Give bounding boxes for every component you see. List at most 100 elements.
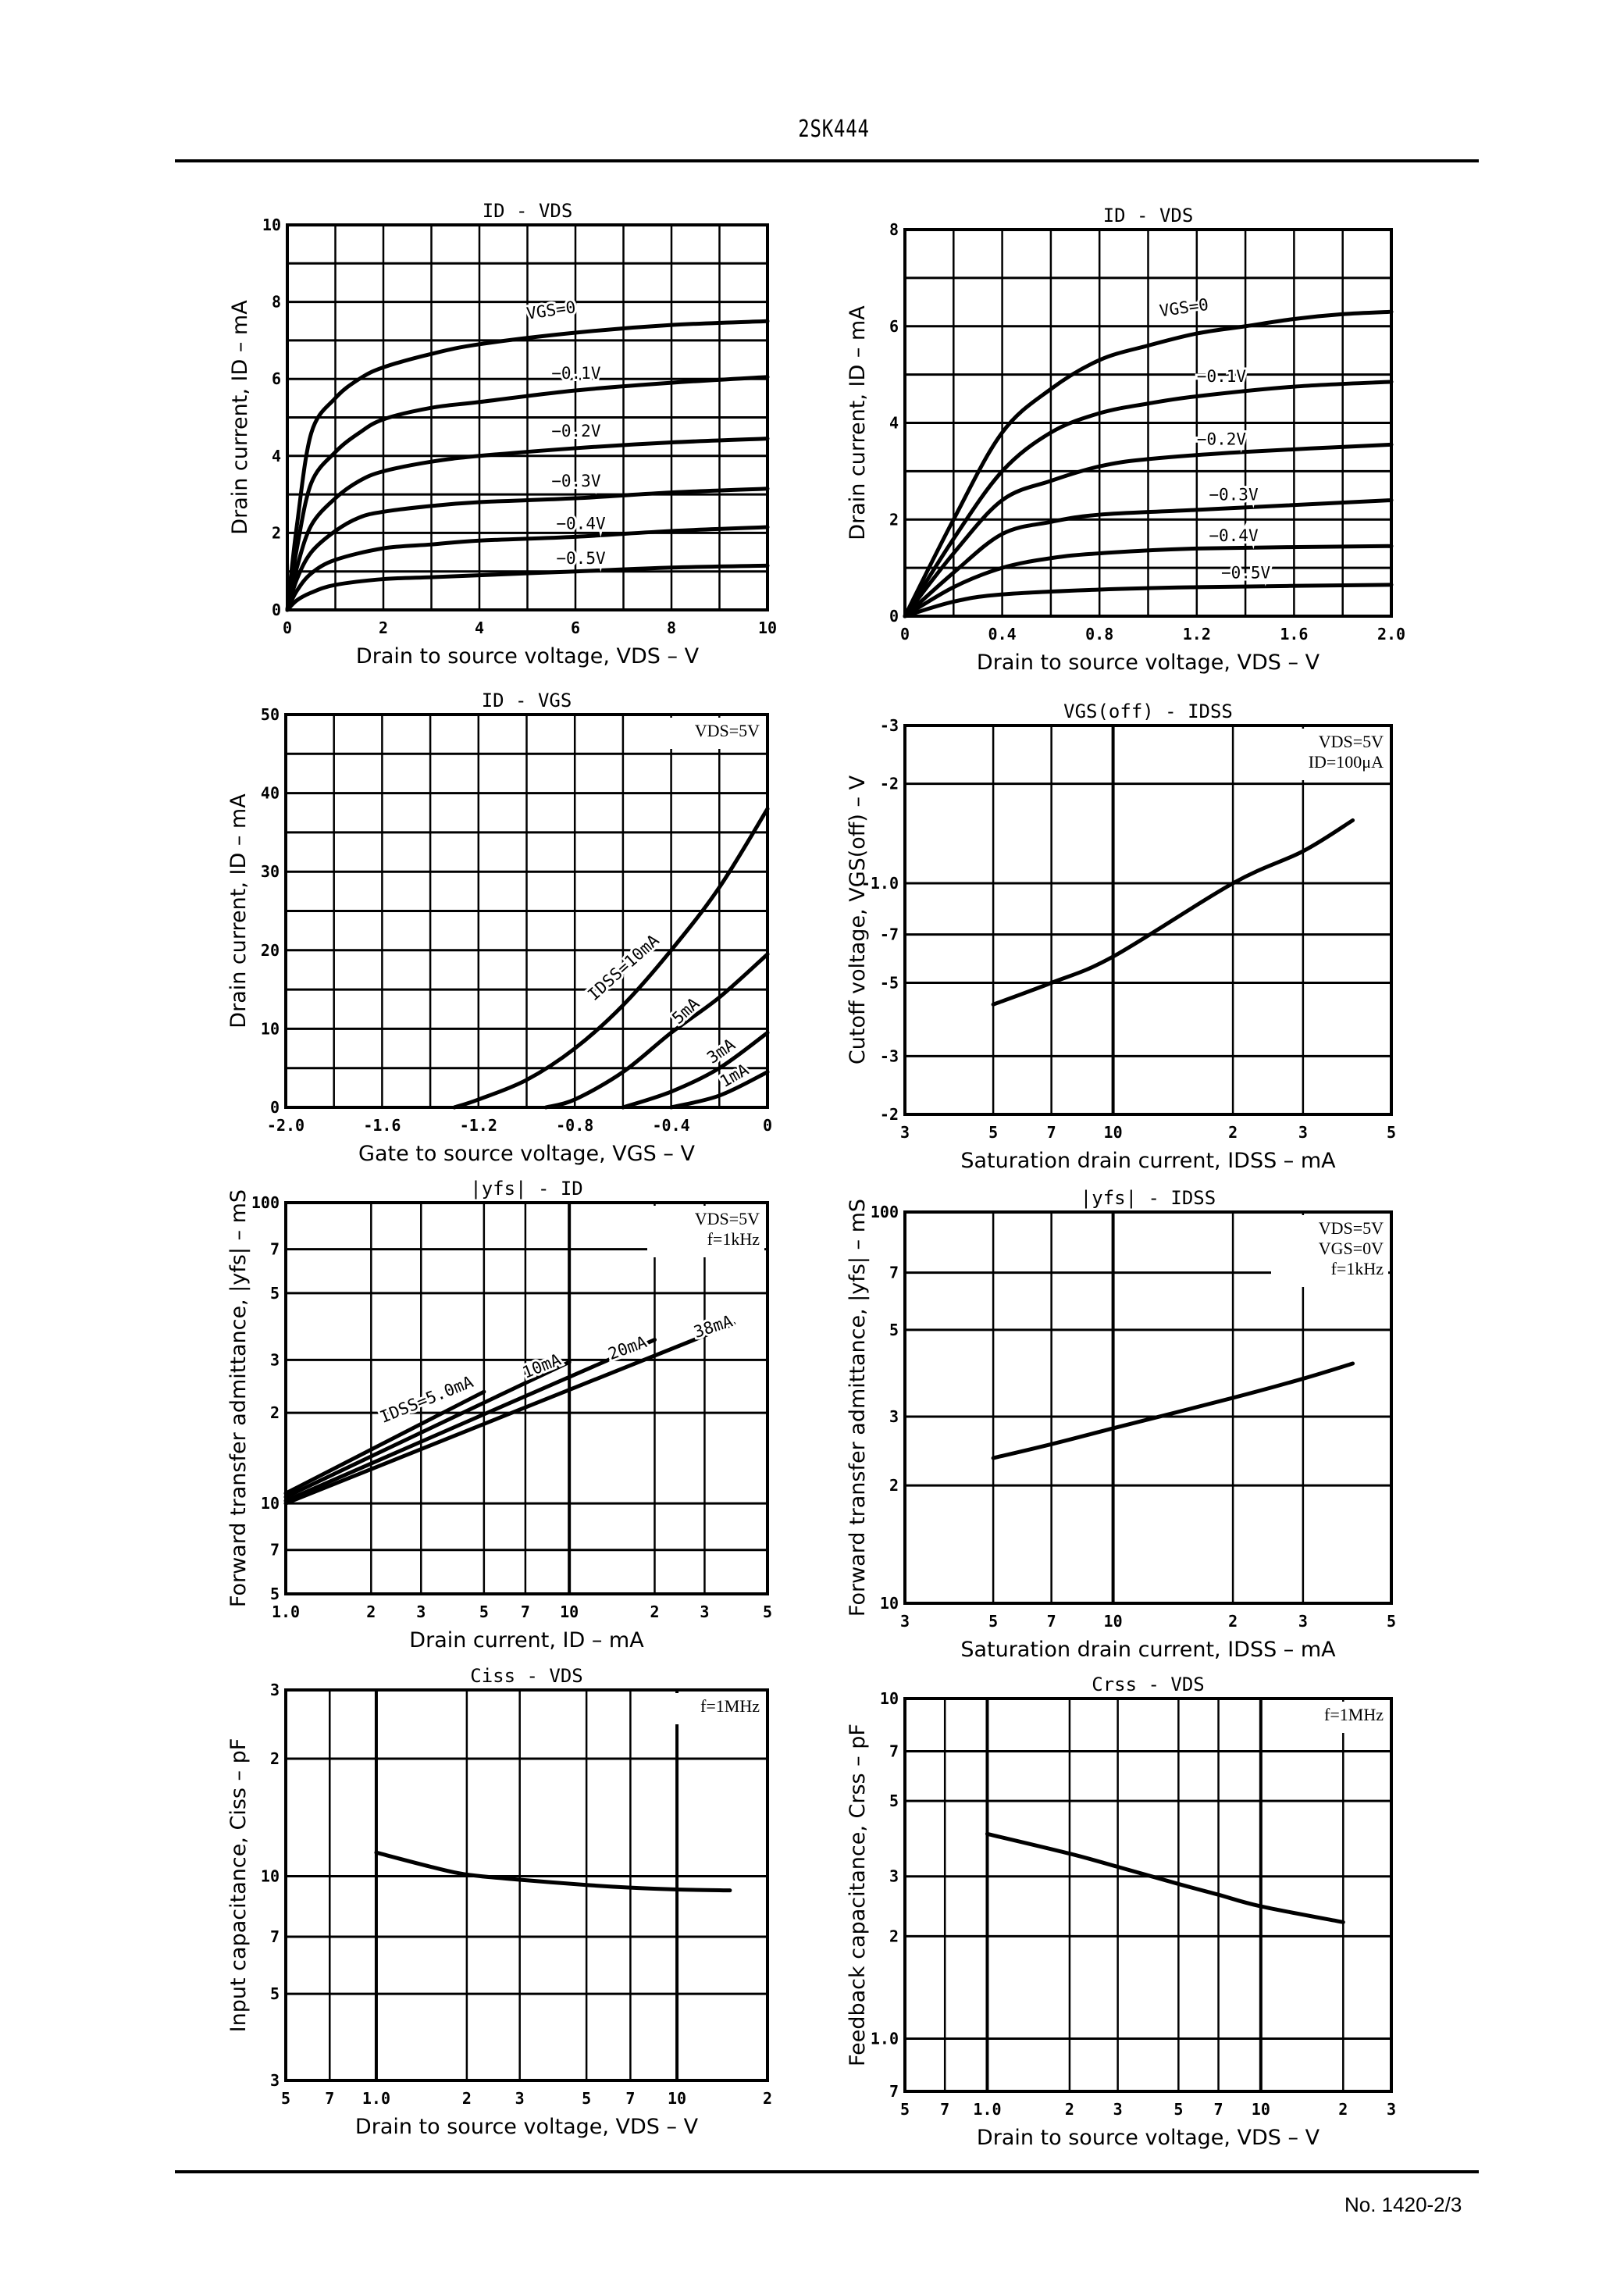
series-line (283, 1360, 572, 1499)
y-tick-label: -7 (880, 925, 899, 944)
x-tick-label: 2 (366, 1602, 376, 1621)
y-tick-label: 2 (270, 1749, 280, 1768)
y-tick-label: 0 (270, 1098, 280, 1117)
y-axis-label: Cutoff voltage, VGS(off) – V (846, 775, 870, 1064)
x-tick-label: 10 (758, 619, 777, 637)
document-number: No. 1420-2/3 (1344, 2193, 1462, 2216)
plot-frame (286, 223, 769, 611)
x-tick-label: 1.2 (1183, 625, 1211, 643)
condition-label: f=1MHz (1324, 1705, 1384, 1724)
y-axis-label: Drain current, ID – mA (228, 300, 252, 535)
series-label: −0.5V (556, 549, 606, 568)
plot-frame (284, 713, 769, 1109)
series-line (374, 1850, 732, 1893)
y-tick-label: 30 (261, 862, 280, 881)
series-label: −0.1V (1197, 367, 1247, 386)
y-tick-label: 2 (889, 510, 899, 529)
series-line (543, 952, 770, 1110)
y-tick-label: 40 (261, 784, 280, 803)
y-tick-label: 100 (871, 1203, 899, 1221)
chart-2: 0 0.4 0.8 1.2 1.6 2.0 0 2 4 6 8 ID - VDS Drain to so… (846, 205, 1405, 675)
y-axis-label: Forward transfer admittance, |yfs| – mS (846, 1199, 870, 1617)
series-line (283, 1389, 486, 1495)
chart-title: ID - VDS (483, 200, 573, 222)
chart-title: |yfs| - IDSS (1081, 1187, 1216, 1209)
x-tick-label: 1.6 (1280, 625, 1308, 643)
y-tick-label: 7 (270, 1927, 280, 1946)
x-tick-label: 3 (1298, 1612, 1308, 1631)
x-tick-label: 5 (1387, 1612, 1396, 1631)
x-axis-label: Saturation drain current, IDSS – mA (960, 1149, 1336, 1173)
x-tick-label: 7 (940, 2100, 949, 2119)
conditions-box (1271, 1215, 1388, 1287)
series-line (285, 437, 770, 612)
y-tick-label: -2 (880, 775, 899, 793)
y-tick-label: -3 (880, 716, 899, 735)
y-tick-label: -2 (880, 1105, 899, 1124)
conditions-box (647, 718, 764, 749)
condition-label: f=1kHz (1331, 1259, 1384, 1278)
series-label: −0.1V (551, 364, 601, 383)
series-label: −0.3V (1209, 486, 1259, 504)
x-tick-label: 3 (416, 1602, 426, 1621)
y-tick-label: -3 (880, 1046, 899, 1065)
chart-4: 3 5 7 10 2 3 5 -3 -2 -1.0 -7 -5 -3 -2 VGS(off) - IDSS S… (846, 701, 1396, 1173)
x-axis-label: Saturation drain current, IDSS – mA (960, 1638, 1336, 1662)
x-tick-label: 5 (763, 1602, 772, 1621)
x-tick-label: 10 (668, 2089, 686, 2108)
y-tick-label: 2 (889, 1476, 899, 1495)
y-tick-label: 7 (889, 1264, 899, 1282)
x-tick-label: -1.6 (363, 1116, 401, 1135)
chart-title: VGS(off) - IDSS (1063, 701, 1233, 722)
y-tick-label: 7 (270, 1541, 280, 1560)
x-tick-label: 0 (283, 619, 292, 637)
x-tick-label: 3 (700, 1602, 709, 1621)
y-tick-label: -5 (880, 973, 899, 992)
y-tick-label: -1.0 (861, 874, 899, 893)
y-tick-label: 7 (889, 1741, 899, 1760)
x-tick-label: 3 (900, 1612, 910, 1631)
y-tick-label: 5 (270, 1284, 280, 1303)
series-line (991, 1361, 1355, 1460)
y-tick-label: 5 (270, 1585, 280, 1603)
x-tick-label: -0.8 (556, 1116, 593, 1135)
series-label: −0.2V (1197, 430, 1247, 448)
y-tick-label: 4 (272, 447, 281, 465)
x-tick-label: 2 (650, 1602, 659, 1621)
x-axis-label: Drain to source voltage, VDS – V (977, 651, 1320, 675)
chart-title: ID - VDS (1103, 205, 1194, 226)
footer-rule (175, 2170, 1479, 2173)
x-axis-label: Gate to source voltage, VGS – V (358, 1142, 695, 1166)
series-line (285, 319, 770, 612)
conditions-box (647, 1206, 764, 1257)
y-tick-label: 50 (261, 705, 280, 724)
x-tick-label: 7 (1047, 1612, 1056, 1631)
x-tick-label: 3 (1113, 2100, 1123, 2119)
y-tick-label: 8 (272, 293, 281, 312)
series-label: VGS=0 (1158, 295, 1209, 321)
series-line (283, 1321, 736, 1506)
y-tick-label: 100 (251, 1193, 280, 1212)
chart-title: ID - VGS (482, 690, 572, 711)
condition-label: VDS=5V (695, 1209, 760, 1228)
x-tick-label: 2 (1228, 1612, 1238, 1631)
x-tick-label: 5 (281, 2089, 290, 2108)
conditions-box (1271, 1702, 1388, 1733)
y-tick-label: 4 (889, 414, 899, 433)
x-tick-label: 5 (1173, 2100, 1183, 2119)
series-line (669, 1070, 770, 1110)
series-label: −0.4V (1209, 526, 1259, 545)
condition-label: VDS=5V (695, 721, 760, 740)
x-tick-label: 3 (515, 2089, 525, 2108)
series-label: −0.3V (551, 472, 601, 490)
series-line (903, 544, 1394, 619)
condition-label: f=1MHz (700, 1696, 760, 1716)
series-line (903, 583, 1394, 619)
x-tick-label: 5 (1387, 1123, 1396, 1142)
y-tick-label: 1.0 (871, 2030, 899, 2048)
series-line (621, 1030, 770, 1110)
y-tick-label: 2 (270, 1403, 280, 1422)
condition-label: ID=100μA (1309, 752, 1384, 772)
series-label: 10mA (520, 1350, 564, 1382)
